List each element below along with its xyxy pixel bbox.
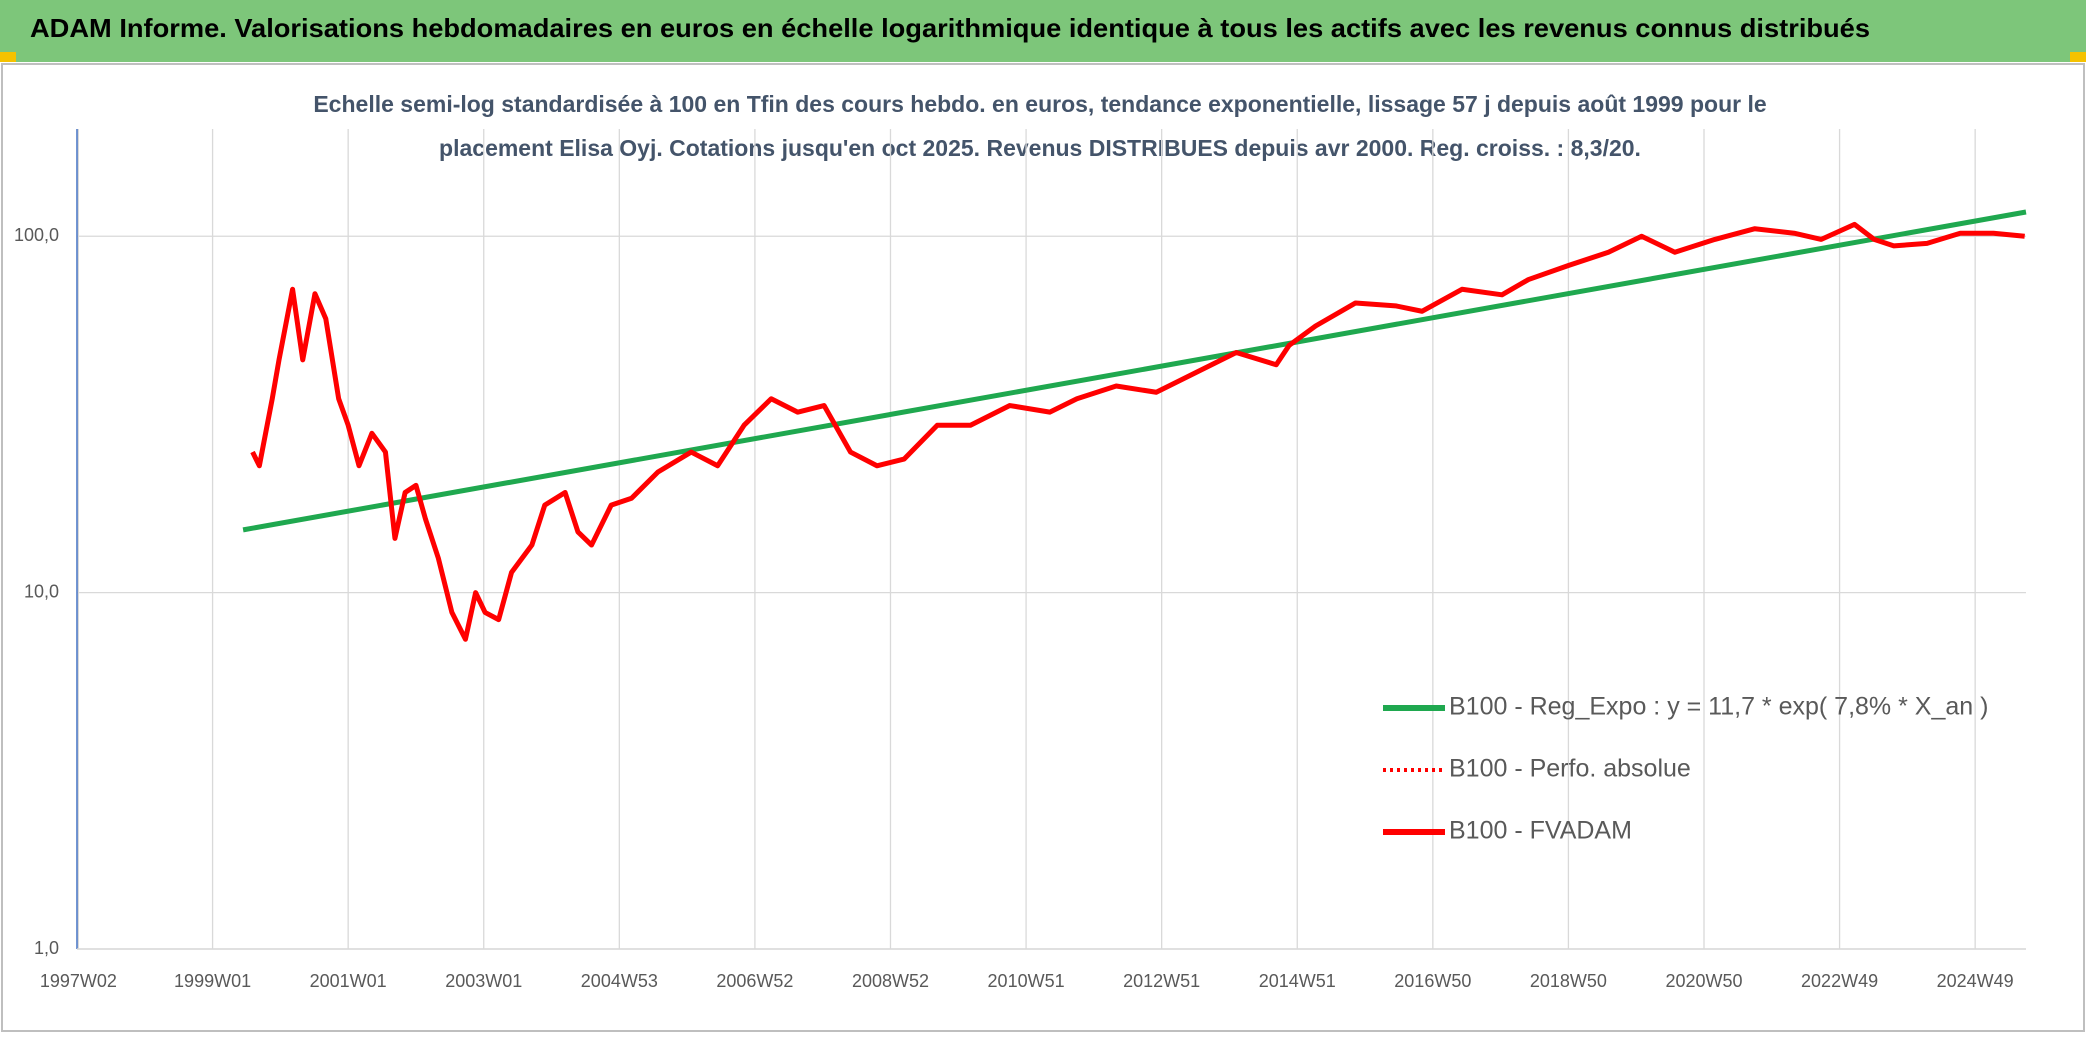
- y-tick-label: 1,0: [34, 938, 59, 958]
- legend-label: B100 - Reg_Expo : y = 11,7 * exp( 7,8% *…: [1449, 693, 1988, 721]
- x-tick-label: 2006W52: [716, 971, 793, 991]
- x-tick-label: 2018W50: [1530, 971, 1607, 991]
- legend-label: B100 - Perfo. absolue: [1449, 755, 1691, 783]
- x-tick-label: 2012W51: [1123, 971, 1200, 991]
- x-tick-label: 2001W01: [310, 971, 387, 991]
- title-banner: [0, 0, 2086, 62]
- x-tick-label: 2024W49: [1937, 971, 2014, 991]
- series-line: [250, 221, 2025, 642]
- chart-subtitle: Echelle semi-log standardisée à 100 en T…: [313, 91, 1766, 117]
- corner: [0, 52, 16, 62]
- x-tick-label: 2003W01: [445, 971, 522, 991]
- x-tick-label: 2004W53: [581, 971, 658, 991]
- legend-label: B100 - FVADAM: [1449, 817, 1632, 845]
- x-tick-label: 2008W52: [852, 971, 929, 991]
- chart-subtitle: placement Elisa Oyj. Cotations jusqu'en …: [439, 135, 1641, 161]
- frame: [1, 63, 2085, 1032]
- x-tick-label: 2014W51: [1259, 971, 1336, 991]
- series-line: [242, 209, 2027, 533]
- x-tick-label: 2010W51: [988, 971, 1065, 991]
- x-tick-label: 1999W01: [174, 971, 251, 991]
- x-tick-label: 2016W50: [1394, 971, 1471, 991]
- chart-title: ADAM Informe. Valorisations hebdomadaire…: [30, 13, 1870, 43]
- x-tick-label: 2022W49: [1801, 971, 1878, 991]
- x-tick-label: 2020W50: [1665, 971, 1742, 991]
- x-tick-label: 1997W02: [40, 971, 117, 991]
- corner: [2070, 52, 2086, 62]
- y-tick-label: 10,0: [24, 581, 59, 601]
- y-tick-label: 100,0: [14, 225, 59, 245]
